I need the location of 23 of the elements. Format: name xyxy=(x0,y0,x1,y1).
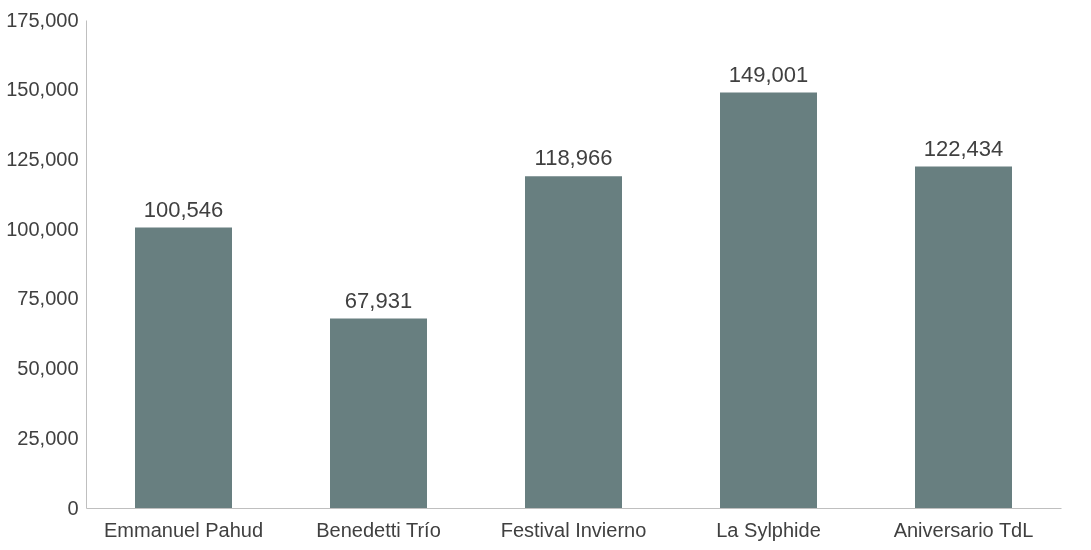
y-tick-label: 75,000 xyxy=(17,287,79,310)
data-label: 67,931 xyxy=(344,287,413,313)
data-label: 118,966 xyxy=(534,145,613,171)
y-tick-label: 25,000 xyxy=(17,426,79,449)
y-tick-label: 125,000 xyxy=(6,147,79,170)
y-tick-label: 100,000 xyxy=(6,217,79,240)
data-label: 149,001 xyxy=(728,61,809,87)
x-tick-label: Aniversario TdL xyxy=(893,518,1034,541)
y-tick-label: 150,000 xyxy=(6,78,79,101)
y-tick-label: 0 xyxy=(67,496,79,519)
bar xyxy=(135,227,232,508)
bar xyxy=(720,92,817,508)
bar xyxy=(915,166,1012,508)
x-tick-label: Emmanuel Pahud xyxy=(104,518,263,541)
y-tick-label: 175,000 xyxy=(6,8,79,31)
y-tick-label: 50,000 xyxy=(17,357,79,380)
x-tick-label: Festival Invierno xyxy=(500,518,647,541)
bar xyxy=(525,176,622,508)
data-label: 100,546 xyxy=(143,196,224,222)
x-tick-label: Benedetti Trío xyxy=(316,518,441,541)
x-tick-label: La Sylphide xyxy=(716,518,821,541)
data-label: 122,434 xyxy=(923,135,1004,161)
bar xyxy=(330,318,427,508)
